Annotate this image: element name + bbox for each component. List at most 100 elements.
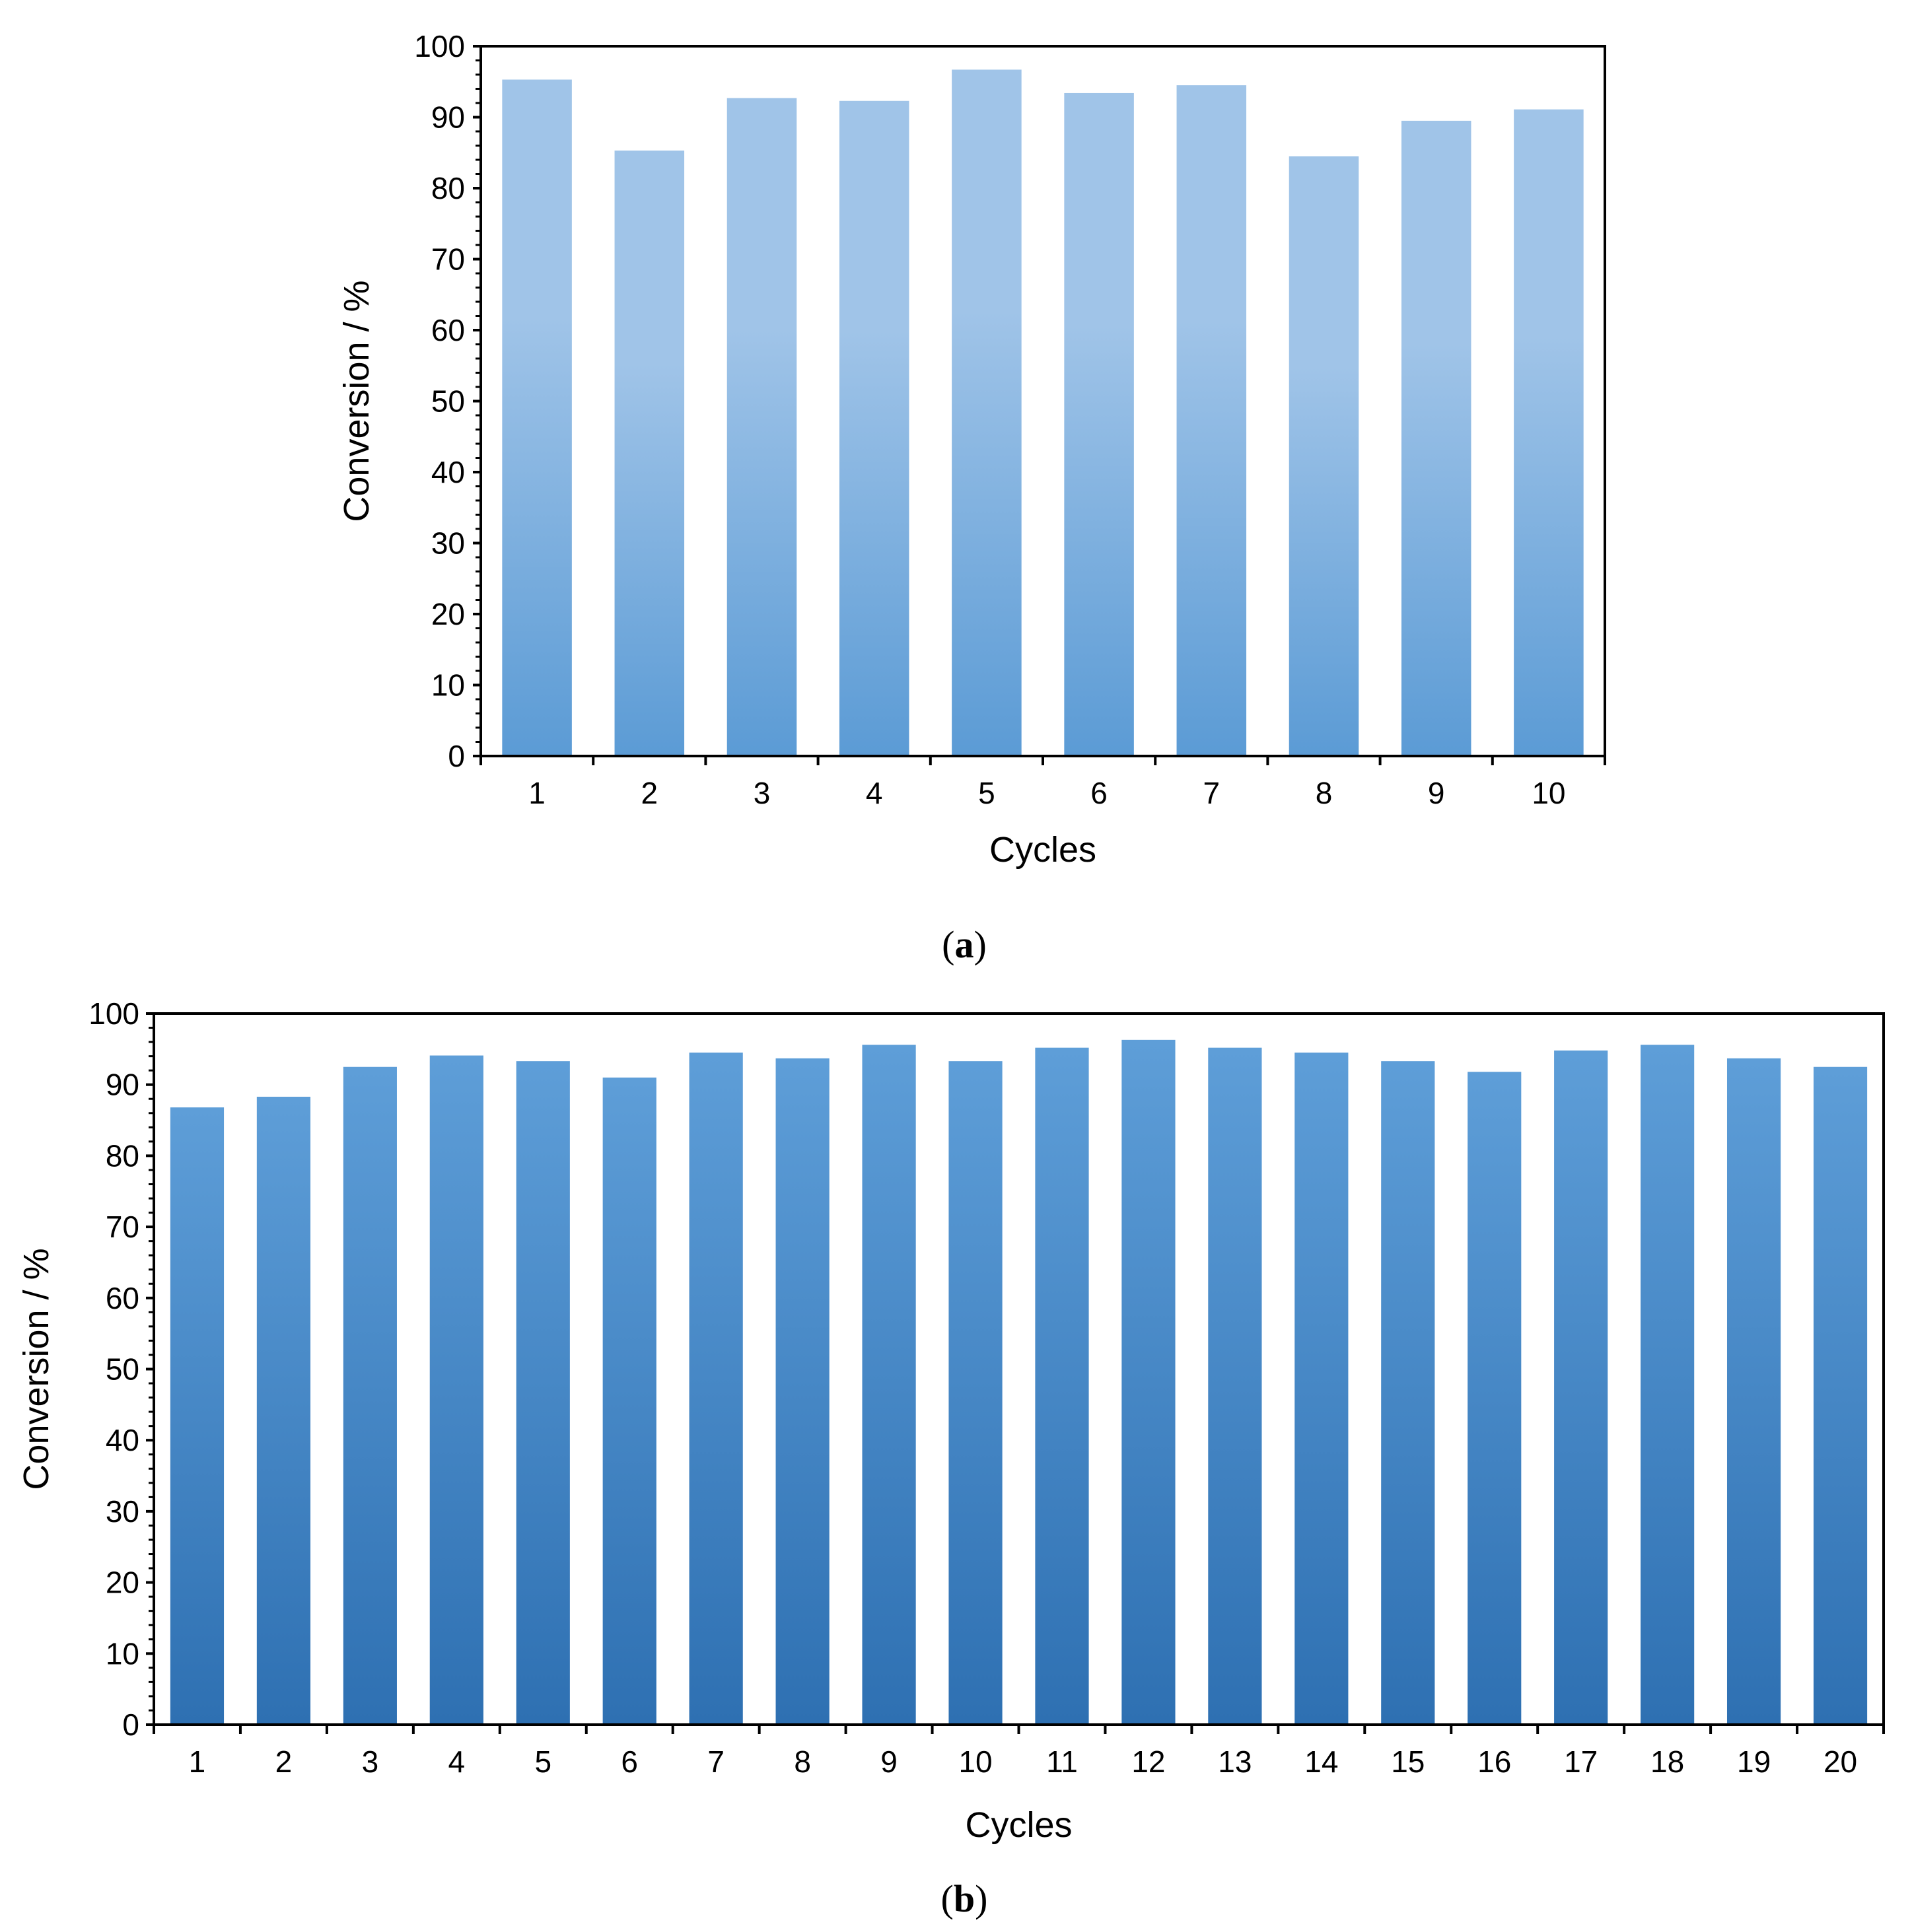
y-tick-label-b-20: 20 (106, 1566, 139, 1600)
y-tick-label-a-80: 80 (431, 171, 465, 205)
x-tick-label-b-19: 19 (1737, 1744, 1771, 1779)
x-tick-label-b-11: 11 (1046, 1744, 1078, 1779)
y-tick-label-b-10: 10 (106, 1636, 139, 1671)
bar-b-16 (1468, 1072, 1522, 1725)
bar-b-15 (1381, 1061, 1435, 1725)
bar-a-6 (1064, 92, 1134, 756)
x-tick-label-b-12: 12 (1131, 1744, 1165, 1779)
x-tick-label-b-3: 3 (362, 1744, 379, 1779)
panel-label-b: (b) (941, 1877, 988, 1920)
panel-label-a: (a) (942, 923, 987, 966)
bar-b-19 (1726, 1058, 1781, 1725)
y-tick-label-b-80: 80 (106, 1138, 139, 1173)
bar-b-10 (948, 1061, 1003, 1725)
y-tick-label-a-70: 70 (431, 242, 465, 277)
x-tick-label-b-7: 7 (707, 1744, 725, 1779)
bars-a (502, 69, 1584, 757)
x-tick-label-a-8: 8 (1316, 776, 1333, 810)
y-tick-label-b-70: 70 (106, 1210, 139, 1244)
x-tick-label-b-8: 8 (794, 1744, 811, 1779)
bar-b-20 (1813, 1066, 1868, 1725)
bar-b-11 (1035, 1047, 1089, 1725)
x-tick-label-b-13: 13 (1218, 1744, 1252, 1779)
bar-a-1 (502, 79, 572, 756)
y-axis-title-b: Conversion / % (17, 1248, 56, 1490)
bar-a-5 (952, 69, 1022, 757)
x-tick-label-a-9: 9 (1428, 776, 1445, 810)
y-tick-label-a-100: 100 (414, 29, 465, 63)
x-tick-label-a-7: 7 (1203, 776, 1221, 810)
x-tick-label-b-18: 18 (1650, 1744, 1684, 1779)
x-tick-label-b-14: 14 (1304, 1744, 1338, 1779)
bar-a-7 (1176, 85, 1247, 756)
plot-frame-b (153, 1012, 1885, 1726)
bar-a-2 (614, 151, 685, 756)
panel-letter-a: a (955, 923, 974, 966)
x-tick-label-b-10: 10 (958, 1744, 992, 1779)
bar-b-12 (1121, 1039, 1176, 1725)
x-tick-label-b-2: 2 (275, 1744, 293, 1779)
bar-b-6 (602, 1077, 656, 1725)
x-tick-label-a-1: 1 (528, 776, 546, 810)
x-tick-label-b-5: 5 (534, 1744, 551, 1779)
x-axis-ticks-b: 1 2 3 4 5 6 7 8 9 10 11 12 13 14 15 16 17 18 19 20 (153, 1725, 1885, 1779)
y-tick-label-b-40: 40 (106, 1423, 139, 1457)
x-tick-label-a-6: 6 (1090, 776, 1108, 810)
y-tick-label-a-20: 20 (431, 597, 465, 631)
bar-b-17 (1554, 1051, 1608, 1725)
bar-a-8 (1289, 156, 1359, 756)
x-tick-label-a-5: 5 (978, 776, 995, 810)
x-tick-label-b-1: 1 (189, 1744, 206, 1779)
x-axis-title-a: Cycles (989, 830, 1096, 870)
y-tick-label-a-30: 30 (431, 526, 465, 561)
bar-a-9 (1401, 120, 1471, 756)
x-axis-title-b: Cycles (965, 1805, 1072, 1845)
bar-b-7 (689, 1052, 743, 1725)
x-axis-ticks-a: 1 2 3 4 5 6 7 8 9 10 (479, 756, 1606, 810)
y-axis-ticks-a: 0 10 20 30 40 50 60 70 80 90 100 (414, 29, 482, 773)
bar-b-2 (256, 1097, 311, 1725)
bar-b-13 (1208, 1047, 1262, 1725)
x-tick-label-b-16: 16 (1477, 1744, 1511, 1779)
x-tick-label-a-2: 2 (641, 776, 658, 810)
bar-a-3 (726, 98, 797, 757)
bar-a-10 (1514, 109, 1584, 757)
bar-b-8 (775, 1058, 830, 1725)
y-tick-label-a-10: 10 (431, 668, 465, 703)
chart-panel-a: 0 10 20 30 40 50 60 70 80 90 100 1 2 3 4 5 6 7 8 9 10 Conve… (337, 29, 1606, 966)
panel-letter-b: b (954, 1877, 975, 1920)
y-tick-label-b-0: 0 (122, 1708, 139, 1742)
x-tick-label-b-17: 17 (1564, 1744, 1598, 1779)
bar-b-4 (429, 1055, 483, 1725)
y-tick-label-b-50: 50 (106, 1352, 139, 1387)
y-tick-label-b-90: 90 (106, 1068, 139, 1102)
x-tick-label-a-4: 4 (866, 776, 883, 810)
y-axis-title-a: Conversion / % (337, 280, 376, 522)
x-tick-label-b-6: 6 (621, 1744, 638, 1779)
bar-b-18 (1641, 1045, 1695, 1725)
y-tick-label-b-100: 100 (89, 996, 139, 1031)
x-tick-label-a-3: 3 (754, 776, 771, 810)
bar-b-5 (516, 1061, 570, 1725)
y-tick-label-b-30: 30 (106, 1494, 139, 1529)
bar-b-3 (343, 1066, 397, 1725)
bar-b-1 (170, 1107, 225, 1725)
y-tick-label-a-40: 40 (431, 455, 465, 489)
y-tick-label-a-90: 90 (431, 100, 465, 135)
y-tick-label-a-0: 0 (448, 739, 465, 773)
bars-b (170, 1039, 1868, 1725)
y-tick-label-b-60: 60 (106, 1281, 139, 1315)
x-tick-label-b-15: 15 (1391, 1744, 1425, 1779)
x-tick-label-b-9: 9 (880, 1744, 898, 1779)
y-tick-label-a-60: 60 (431, 313, 465, 347)
y-tick-label-a-50: 50 (431, 384, 465, 419)
bar-b-14 (1294, 1052, 1349, 1725)
y-axis-ticks-b: 0 10 20 30 40 50 60 70 80 90 100 (89, 996, 155, 1742)
x-tick-label-b-20: 20 (1823, 1744, 1857, 1779)
bar-b-9 (862, 1045, 916, 1725)
x-tick-label-b-4: 4 (448, 1744, 466, 1779)
x-tick-label-a-10: 10 (1532, 776, 1565, 810)
bar-a-4 (839, 100, 909, 756)
